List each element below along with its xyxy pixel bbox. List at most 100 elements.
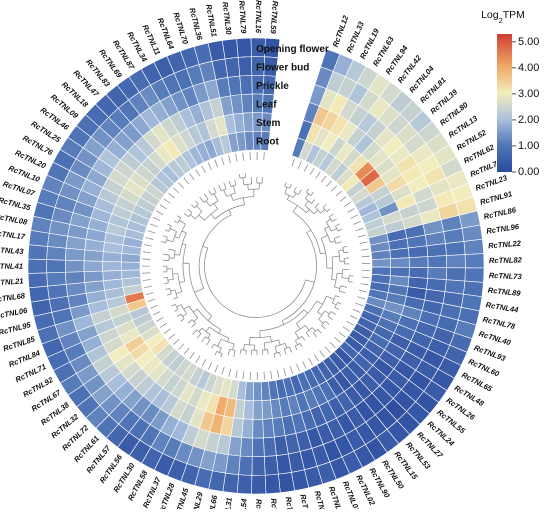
gene-label: RcTNL23 — [474, 173, 509, 193]
tree-branch — [336, 191, 342, 196]
tree-branch — [143, 252, 151, 253]
tree-branch — [332, 256, 339, 257]
tree-branch — [325, 226, 329, 228]
tree-branch — [173, 339, 179, 345]
tree-branch — [184, 213, 189, 216]
tree-branch — [219, 185, 222, 191]
heatmap-cell — [65, 248, 84, 261]
tree-branch — [284, 368, 286, 376]
heatmap-cell — [240, 75, 252, 94]
heatmap-cell — [428, 268, 447, 280]
legend-ticks: 5.004.003.002.001.000.00 — [512, 36, 539, 178]
heatmap-cell — [29, 286, 49, 302]
tree-branch — [168, 279, 173, 280]
tree-branch — [264, 152, 265, 160]
tree-branch — [325, 321, 329, 324]
tree-branch — [340, 197, 346, 202]
tree-branch — [300, 343, 302, 347]
heatmap-cell — [241, 94, 252, 113]
tree-branch — [206, 327, 209, 331]
heatmap-cell — [103, 270, 122, 280]
tree-branch — [305, 325, 309, 330]
tree-branch — [260, 310, 304, 331]
heatmap-cell — [446, 255, 465, 268]
tree-branch — [243, 371, 244, 379]
tree-branch — [190, 215, 195, 219]
tree-branch — [239, 174, 240, 178]
tree-branch — [295, 340, 297, 344]
heatmap-cell — [245, 131, 254, 150]
gene-label: RcTNL30 — [221, 1, 234, 36]
heatmap-cell — [445, 241, 465, 255]
tree-branch — [214, 194, 218, 201]
tree-branch — [203, 246, 208, 248]
tree-branch — [357, 297, 365, 299]
gene-label: RcTNL44 — [485, 300, 520, 314]
tree-branch — [169, 334, 175, 339]
tree-branch — [202, 166, 206, 173]
gene-label: RcTNL43 — [0, 245, 24, 256]
tree-branch — [231, 195, 233, 201]
gene-label: RcTNL66 — [205, 494, 220, 509]
gene-label: RcTNL59 — [268, 0, 279, 34]
tree-branch — [179, 220, 185, 224]
tree-branch — [328, 316, 333, 319]
tree-branch — [326, 219, 330, 222]
tree-branch — [240, 350, 241, 354]
tree-branch — [236, 370, 237, 378]
tree-branch — [311, 192, 314, 195]
tree-branch — [320, 210, 324, 214]
heatmap-cell — [103, 261, 122, 271]
tree-branch — [207, 340, 210, 346]
tree-branch — [143, 279, 151, 280]
tree-branch — [150, 305, 157, 308]
tree-branch — [179, 282, 184, 283]
tree-branch — [303, 361, 307, 368]
heatmap-cell — [240, 437, 252, 456]
heatmap-cell — [252, 456, 265, 475]
tree-branch — [181, 319, 185, 322]
heatmap-cell — [222, 39, 238, 59]
gene-label: RcTNL41 — [0, 262, 23, 271]
gene-label: RcTNL89 — [487, 286, 521, 298]
tree-branch — [188, 320, 192, 324]
tree-branch — [282, 321, 284, 325]
tree-branch — [166, 288, 170, 289]
tree-branch — [294, 187, 297, 192]
tree-branch — [209, 191, 212, 196]
tree-branch — [325, 347, 330, 353]
heatmap-cell — [253, 382, 262, 401]
gene-label: RcTNL35 — [0, 195, 32, 212]
tree-branch — [184, 306, 189, 309]
tree-branch — [169, 249, 176, 250]
tree-branch — [174, 309, 178, 311]
tree-branch — [202, 359, 206, 366]
tree-branch — [214, 188, 217, 193]
tree-branch — [358, 235, 366, 237]
gene-label: RcTNL40 — [478, 329, 513, 347]
tree-branch — [348, 282, 352, 283]
tree-branch — [195, 169, 199, 176]
tree-branch — [308, 358, 312, 365]
tree-branch — [161, 242, 166, 243]
tree-branch — [304, 310, 308, 314]
heatmap-cell — [238, 57, 252, 76]
tree-branch — [298, 189, 301, 194]
tree-branch — [304, 164, 308, 171]
tree-branch — [219, 348, 221, 353]
tree-branch — [342, 278, 349, 279]
tree-branch — [336, 296, 340, 297]
tree-branch — [199, 215, 231, 289]
gene-label: RcTNL31 — [221, 497, 234, 509]
tree-branch — [234, 351, 236, 357]
tree-branch — [298, 161, 301, 168]
tree-branch — [331, 186, 337, 192]
tree-branch — [329, 214, 333, 217]
gene-label: RcTNL96 — [486, 222, 521, 236]
gene-label: RcTNL06 — [0, 306, 29, 321]
tree-branch — [224, 190, 227, 196]
track-label: Flower bud — [256, 62, 309, 73]
gene-label: RcTNL45 — [172, 486, 191, 509]
tree-branch — [164, 283, 168, 284]
